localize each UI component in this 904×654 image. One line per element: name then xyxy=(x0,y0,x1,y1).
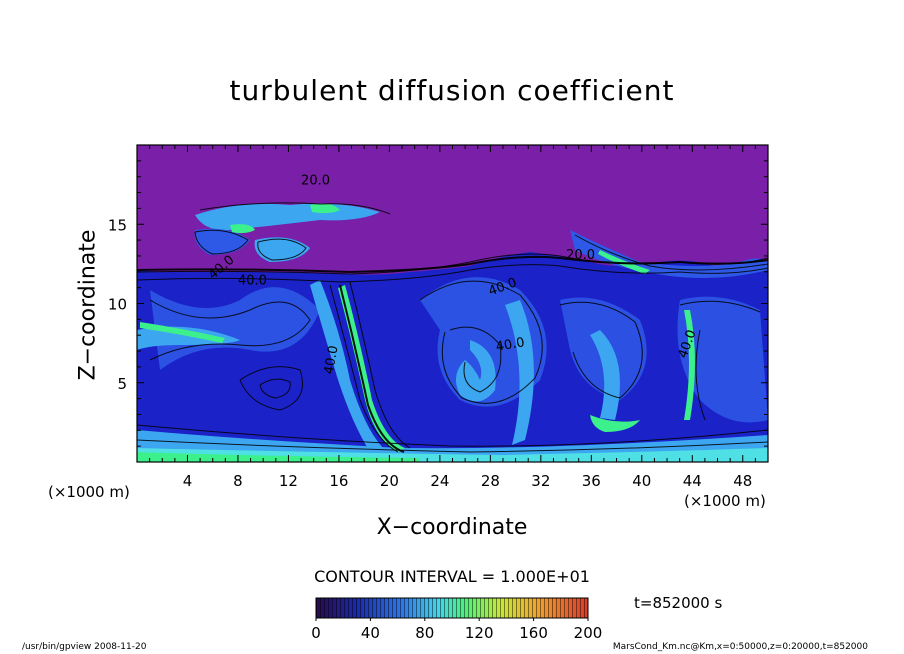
contour-label: 40.0 xyxy=(322,344,342,375)
colorbar-tick-label: 160 xyxy=(519,624,548,642)
y-tick-label: 10 xyxy=(108,296,127,314)
colorbar-tick-label: 40 xyxy=(361,624,380,642)
contour-interval-text: CONTOUR INTERVAL = 1.000E+01 xyxy=(314,567,590,586)
x-tick-label: 28 xyxy=(481,472,500,490)
x-axis-label: X−coordinate xyxy=(376,515,528,540)
x-axis-unit-left: (×1000 m) xyxy=(48,483,130,501)
field-area xyxy=(137,145,768,462)
y-axis-ticks: 5 10 15 xyxy=(108,160,768,447)
x-tick-label: 16 xyxy=(329,472,348,490)
chart-title: turbulent diffusion coefficient xyxy=(229,74,675,107)
contour-label: 40.0 xyxy=(495,335,526,355)
x-tick-label: 8 xyxy=(233,472,243,490)
colorbar-tick-label: 80 xyxy=(415,624,434,642)
x-axis-unit-right: (×1000 m) xyxy=(684,492,766,510)
x-tick-label: 48 xyxy=(733,472,752,490)
x-tick-label: 4 xyxy=(183,472,193,490)
colorbar-ticks: 0 40 80 120 160 200 xyxy=(311,618,602,642)
colorbar-frame xyxy=(315,597,589,619)
time-label: t=852000 s xyxy=(634,594,723,612)
footer-left: /usr/bin/gpview 2008-11-20 xyxy=(22,642,147,652)
x-tick-label: 36 xyxy=(582,472,601,490)
y-tick-label: 15 xyxy=(108,216,127,234)
colorbar-tick-label: 120 xyxy=(465,624,494,642)
x-tick-label: 20 xyxy=(380,472,399,490)
y-tick-label: 5 xyxy=(117,375,127,393)
contour-label: 40.0 xyxy=(238,273,267,288)
x-tick-label: 24 xyxy=(430,472,449,490)
colorbar-stripes xyxy=(316,598,588,618)
x-tick-label: 12 xyxy=(279,472,298,490)
x-tick-label: 32 xyxy=(531,472,550,490)
contour-label: 20.0 xyxy=(566,248,595,263)
x-axis-ticks: 4 8 12 16 20 24 28 32 36 40 44 48 xyxy=(149,145,756,490)
colorbar-tick-label: 0 xyxy=(311,624,321,642)
x-tick-label: 40 xyxy=(632,472,651,490)
colorbar-tick-label: 200 xyxy=(574,624,603,642)
contour-label: 20.0 xyxy=(301,174,330,189)
x-tick-label: 44 xyxy=(683,472,702,490)
footer-right: MarsCond_Km.nc@Km,x=0:50000,z=0:20000,t=… xyxy=(612,642,868,652)
colorbar: 0 40 80 120 160 200 xyxy=(311,597,602,642)
